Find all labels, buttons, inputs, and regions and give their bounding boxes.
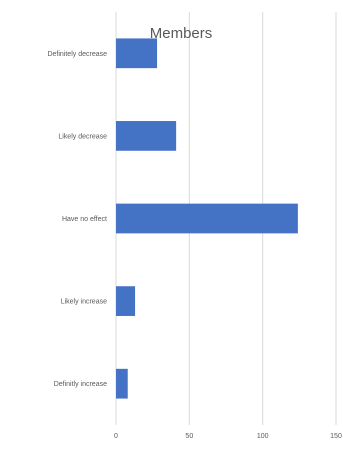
bar (116, 203, 298, 234)
x-tick-label: 150 (330, 433, 342, 440)
x-tick-label: 0 (114, 433, 118, 440)
bar (116, 38, 158, 69)
x-tick-label: 50 (185, 433, 193, 440)
category-label: Likely increase (61, 299, 107, 306)
bar (116, 286, 136, 316)
x-axis-tick-labels: 0 50 100 150 (114, 433, 342, 440)
category-label: Definitly increase (54, 381, 107, 388)
category-label: Likely decrease (58, 133, 107, 140)
bar (116, 368, 128, 399)
chart-title: Members (150, 25, 213, 42)
category-label: Definitely decrease (47, 51, 107, 58)
category-label: Have no effect (62, 216, 107, 223)
x-tick-label: 100 (257, 433, 269, 440)
bar (116, 121, 177, 151)
category-labels: Definitely decrease Likely decrease Have n… (47, 51, 107, 388)
bars (116, 38, 298, 399)
